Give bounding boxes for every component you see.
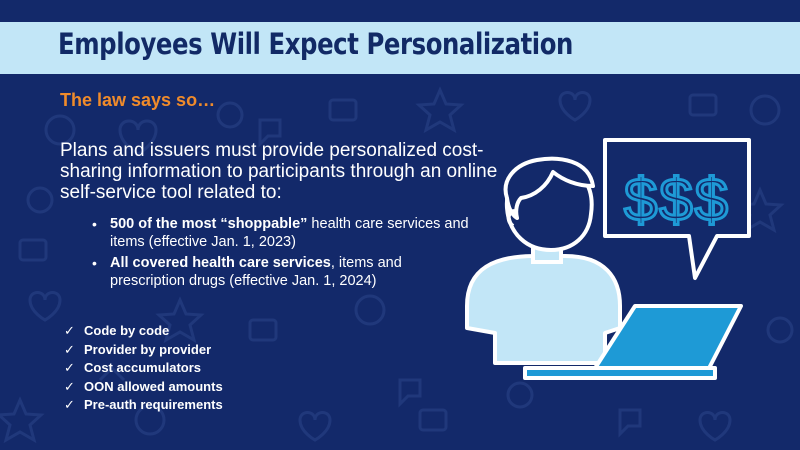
checklist-label: Provider by provider (84, 341, 212, 357)
checklist-item: ✓ Provider by provider (64, 341, 223, 360)
bullet-list: • 500 of the most “shoppable” health car… (90, 215, 480, 293)
checklist-item: ✓ Code by code (64, 322, 223, 341)
slide-subtitle: The law says so… (60, 90, 216, 110)
bullet-text: , items and prescription drugs (effectiv… (110, 255, 402, 289)
checklist-item: ✓ OON allowed amounts (64, 378, 223, 397)
bullet-text: health care services and items (effectiv… (110, 216, 469, 250)
checkmark-icon: ✓ (64, 397, 75, 412)
checklist-item: ✓ Pre-auth requirements (64, 396, 223, 415)
slide-title: Employees Will Expect Personalization (58, 27, 573, 61)
checklist-label: OON allowed amounts (84, 378, 223, 394)
checkmark-icon: ✓ (64, 341, 75, 357)
bullet-dot-icon: • (92, 255, 97, 271)
intro-paragraph: Plans and issuers must provide personali… (60, 140, 498, 203)
person-with-laptop-icon: $$$ (465, 138, 751, 380)
checklist-label: Code by code (84, 323, 170, 338)
dollar-signs: $$$ (624, 166, 730, 233)
checkmark-icon: ✓ (64, 323, 75, 338)
checklist-label: Pre-auth requirements (84, 397, 223, 412)
title-bar (0, 22, 800, 74)
laptop-icon (523, 304, 743, 380)
bullet-bold-text: All covered health care services (110, 255, 331, 271)
checkmark-icon: ✓ (64, 378, 75, 394)
checklist-label: Cost accumulators (84, 360, 202, 375)
bullet-dot-icon: • (92, 216, 97, 232)
speech-bubble-icon: $$$ (603, 138, 751, 280)
person-head (503, 156, 595, 253)
checklist: ✓ Code by code ✓ Provider by provider ✓ Cos… (64, 322, 223, 415)
bullet-bold-text: 500 of the most “shoppable” (110, 216, 308, 232)
bullet-item: • 500 of the most “shoppable” health car… (90, 215, 480, 251)
checkmark-icon: ✓ (64, 360, 75, 375)
bullet-item: • All covered health care services, item… (90, 254, 480, 290)
checklist-item: ✓ Cost accumulators (64, 359, 223, 378)
person-torso (465, 254, 622, 365)
